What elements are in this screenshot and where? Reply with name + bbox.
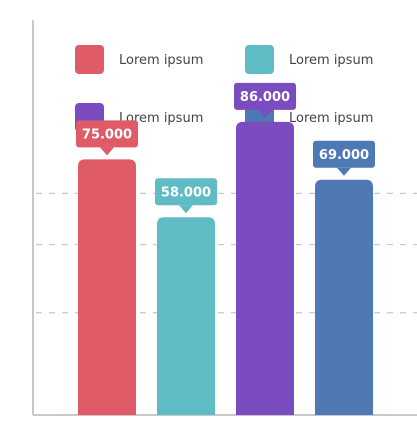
legend-swatch — [245, 45, 274, 74]
bars — [78, 121, 373, 416]
legend-item: Lorem ipsum — [75, 45, 203, 74]
callout-box — [155, 178, 217, 206]
data-label: 58.000 — [161, 185, 211, 200]
data-label: 75.000 — [82, 127, 132, 142]
callout-box — [234, 82, 296, 110]
bar — [315, 179, 373, 415]
legend-swatch — [75, 45, 104, 74]
value-callout: 58.000 — [155, 178, 217, 214]
data-label: 69.000 — [319, 148, 369, 163]
legend-item: Lorem ipsum — [245, 45, 373, 74]
legend-label: Lorem ipsum — [289, 111, 373, 126]
legend: Lorem ipsum Lorem ipsum Lorem ipsum Lorem i… — [75, 45, 373, 132]
legend-label: Lorem ipsum — [119, 111, 203, 126]
callout-box — [76, 120, 138, 148]
legend-label: Lorem ipsum — [119, 53, 203, 68]
bar — [78, 159, 136, 415]
data-label: 86.000 — [240, 90, 290, 105]
callout-pointer — [258, 109, 272, 118]
callout-pointer — [179, 205, 193, 214]
callout-pointer — [100, 147, 114, 156]
bar — [157, 217, 215, 415]
bar — [236, 121, 294, 416]
value-callouts: 75.000 58.000 86.000 69.000 — [76, 82, 375, 214]
value-callout: 75.000 — [76, 120, 138, 156]
value-callout: 86.000 — [234, 82, 296, 118]
callout-box — [313, 140, 375, 168]
legend-label: Lorem ipsum — [289, 53, 373, 68]
value-callout: 69.000 — [313, 140, 375, 176]
callout-pointer — [337, 167, 351, 176]
